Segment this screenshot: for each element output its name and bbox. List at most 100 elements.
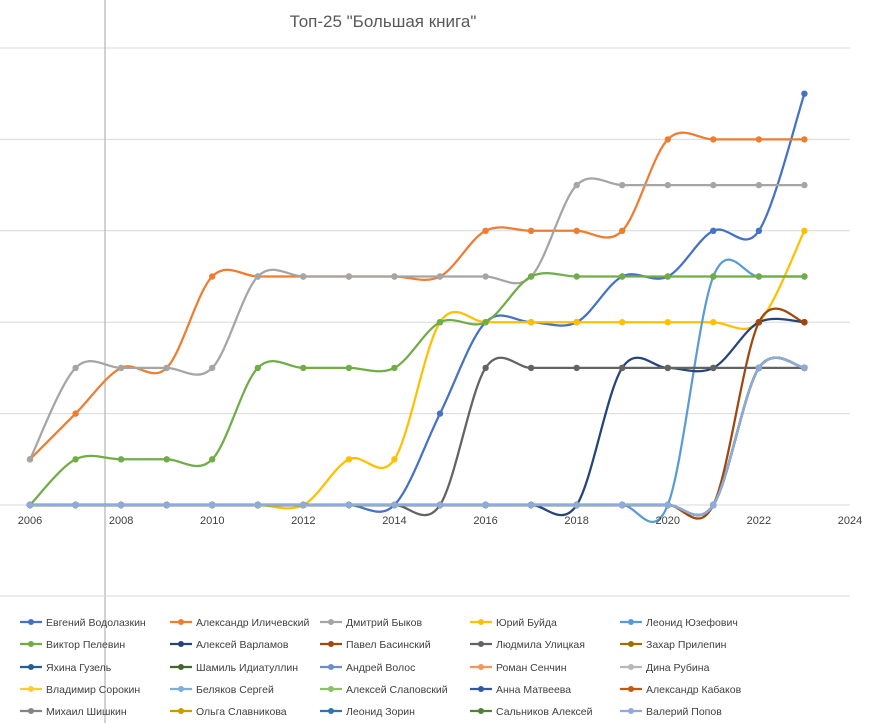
data-point xyxy=(300,273,307,280)
data-point xyxy=(710,501,717,509)
data-point xyxy=(345,456,353,463)
x-tick-label: 2014 xyxy=(382,515,406,527)
legend-swatch-marker xyxy=(178,619,184,625)
data-point xyxy=(300,501,307,509)
legend-label: Леонид Юзефович xyxy=(646,617,738,629)
legend-swatch-marker xyxy=(628,619,634,625)
data-point xyxy=(72,456,79,463)
legend-item: Павел Басинский xyxy=(320,639,431,651)
data-point xyxy=(755,227,763,234)
gridlines xyxy=(0,47,850,506)
data-point xyxy=(755,181,763,189)
data-point xyxy=(801,90,808,97)
legend-label: Юрий Буйда xyxy=(496,617,557,629)
legend-item: Роман Сенчин xyxy=(470,662,567,674)
data-point xyxy=(482,364,489,372)
data-point xyxy=(755,273,763,280)
series-line xyxy=(30,356,805,517)
legend-item: Захар Прилепин xyxy=(620,639,727,651)
x-tick-label: 2010 xyxy=(200,515,224,527)
data-point xyxy=(801,273,808,280)
legend-label: Павел Басинский xyxy=(346,639,431,651)
data-point xyxy=(710,181,717,189)
series-17 xyxy=(26,356,808,517)
legend-swatch-marker xyxy=(28,664,34,670)
legend-label: Александр Иличевский xyxy=(196,617,309,629)
x-tick-label: 2020 xyxy=(656,515,680,527)
data-point xyxy=(436,319,444,326)
data-point xyxy=(710,319,717,326)
series-line xyxy=(30,356,805,517)
legend-label: Яхина Гузель xyxy=(46,662,112,674)
legend-swatch-marker xyxy=(328,619,334,625)
data-point xyxy=(664,136,671,143)
series-line xyxy=(28,177,805,460)
series-10 xyxy=(26,356,808,517)
data-point xyxy=(527,273,535,280)
data-point xyxy=(254,273,261,280)
data-point xyxy=(573,273,580,280)
data-point xyxy=(801,227,808,234)
data-point xyxy=(72,364,79,372)
data-point xyxy=(801,364,808,372)
legend-label: Шамиль Идиатуллин xyxy=(196,662,298,674)
legend-item: Леонид Зорин xyxy=(320,706,415,718)
chart-title: Топ-25 "Большая книга" xyxy=(290,12,477,31)
series-line xyxy=(30,317,805,517)
legend-item: Дмитрий Быков xyxy=(320,617,422,629)
data-point xyxy=(482,227,489,234)
series-line xyxy=(30,356,805,517)
series-23 xyxy=(26,356,808,517)
legend-label: Людмила Улицкая xyxy=(496,639,585,651)
data-point xyxy=(72,410,79,417)
legend-item: Леонид Юзефович xyxy=(620,617,738,629)
legend-item: Беляков Сергей xyxy=(170,684,274,696)
legend-label: Виктор Пелевин xyxy=(46,639,125,651)
data-point xyxy=(710,227,717,234)
data-point xyxy=(209,273,216,280)
legend-label: Михаил Шишкин xyxy=(46,706,127,718)
data-point xyxy=(391,501,398,509)
legend-item: Алексей Слаповский xyxy=(320,684,448,696)
x-tick-label: 2018 xyxy=(564,515,588,527)
legend-swatch-marker xyxy=(178,686,184,692)
series-line xyxy=(30,356,805,517)
data-point xyxy=(801,181,808,189)
data-point xyxy=(209,501,216,509)
series-lines xyxy=(26,90,808,523)
series-18 xyxy=(26,356,808,517)
legend-swatch-marker xyxy=(28,708,34,714)
legend-swatch-marker xyxy=(328,708,334,714)
legend-label: Беляков Сергей xyxy=(196,684,274,696)
legend-label: Алексей Варламов xyxy=(196,639,289,651)
x-axis-tick-labels: 2006 2008 2010 2012 2014 2016 2018 2020 2022 2024 xyxy=(18,515,862,527)
series-line xyxy=(30,356,805,517)
legend-label: Сальников Алексей xyxy=(496,706,593,718)
series-12 xyxy=(26,356,808,517)
data-point xyxy=(755,319,763,326)
legend-swatch-marker xyxy=(628,664,634,670)
series-line xyxy=(30,356,805,517)
series-25 xyxy=(26,356,808,517)
data-point xyxy=(345,273,353,280)
x-tick-label: 2006 xyxy=(18,515,42,527)
legend-swatch-marker xyxy=(178,664,184,670)
series-11 xyxy=(26,356,808,517)
x-tick-label: 2022 xyxy=(747,515,771,527)
series-19 xyxy=(26,356,808,517)
legend-item: Людмила Улицкая xyxy=(470,639,585,651)
data-point xyxy=(345,501,353,509)
legend-item: Владимир Сорокин xyxy=(20,684,140,696)
data-point xyxy=(345,364,353,372)
data-point xyxy=(527,501,535,509)
data-point xyxy=(527,319,535,326)
legend-item: Яхина Гузель xyxy=(20,662,112,674)
legend-swatch-marker xyxy=(478,664,484,670)
data-point xyxy=(710,136,717,143)
data-point xyxy=(619,319,626,326)
series-2 xyxy=(26,131,808,463)
series-line xyxy=(30,356,805,517)
series-line xyxy=(30,356,805,517)
series-21 xyxy=(26,356,808,517)
